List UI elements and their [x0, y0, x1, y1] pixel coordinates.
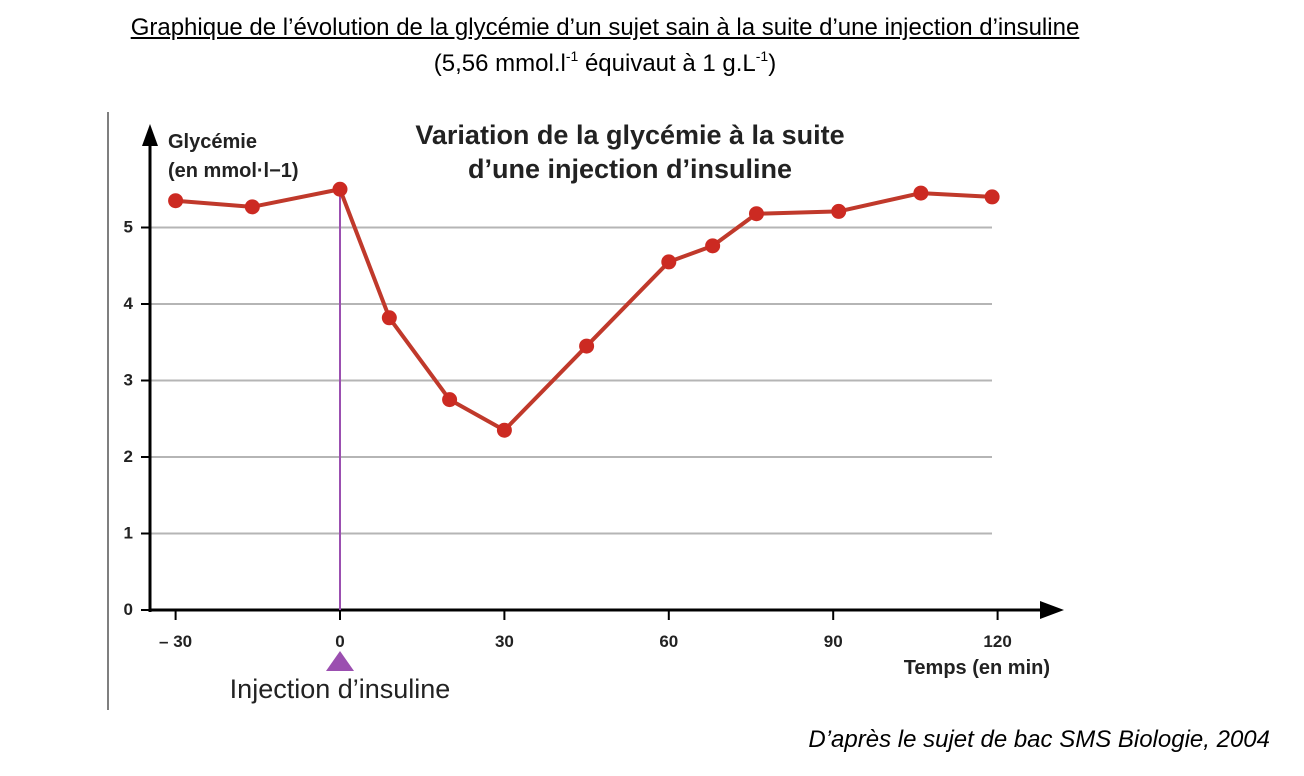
x-tick-label--30: – 30 [159, 632, 192, 651]
x-tick-label-90: 90 [824, 632, 843, 651]
chart-title-line-2: d’une injection d’insuline [468, 154, 792, 184]
data-point-4 [442, 392, 458, 408]
series-glycemia [168, 181, 1000, 438]
subtitle-exponent-1: -1 [565, 48, 579, 64]
y-tick-label-5: 5 [124, 218, 133, 237]
y-tick-label-2: 2 [124, 447, 133, 466]
document-title: Graphique de l’évolution de la glycémie … [130, 14, 1080, 41]
data-point-9 [748, 206, 764, 222]
x-axis-arrow [1040, 601, 1064, 619]
y-tick-label-3: 3 [124, 371, 133, 390]
series-line [175, 187, 993, 433]
injection-triangle-marker [326, 651, 354, 671]
data-point-0 [168, 193, 184, 209]
data-point-12 [984, 189, 1000, 205]
document-subtitle: (5,56 mmol.l-1 équivaut à 1 g.L-1) [0, 48, 1210, 78]
data-point-7 [661, 254, 677, 270]
x-ticks: – 30 0 30 60 90 120 [159, 610, 1012, 651]
subtitle-part-2: équivaut à 1 g.L [578, 50, 756, 77]
data-point-5 [496, 422, 512, 438]
y-ticks: 0 1 2 3 4 5 [124, 218, 150, 619]
x-axis-label: Temps (en min) [904, 657, 1050, 679]
injection-label: Injection d’insuline [230, 674, 451, 704]
source-citation: D’après le sujet de bac SMS Biologie, 20… [808, 726, 1270, 753]
x-tick-label-120: 120 [983, 632, 1011, 651]
data-point-8 [705, 238, 721, 254]
y-axis-label-line-2: (en mmol·l−1) [168, 160, 299, 182]
data-point-3 [381, 310, 397, 326]
injection-annotation: Injection d’insuline [230, 189, 451, 704]
x-tick-label-0: 0 [335, 632, 344, 651]
data-point-10 [831, 203, 847, 219]
data-point-11 [913, 185, 929, 201]
subtitle-exponent-2: -1 [755, 48, 769, 64]
data-point-1 [244, 199, 260, 215]
data-point-6 [579, 338, 595, 354]
subtitle-part-1: (5,56 mmol.l [433, 50, 566, 77]
y-axis-arrow [142, 124, 158, 146]
subtitle-part-3: ) [768, 50, 777, 77]
x-tick-label-60: 60 [659, 632, 678, 651]
data-point-2 [332, 181, 348, 197]
x-tick-label-30: 30 [495, 632, 514, 651]
grid-lines [150, 226, 992, 535]
y-tick-label-1: 1 [124, 524, 133, 543]
y-tick-label-4: 4 [124, 294, 134, 313]
chart-title-line-1: Variation de la glycémie à la suite [415, 120, 844, 150]
y-axis-label-line-1: Glycémie [168, 131, 257, 153]
y-tick-label-0: 0 [124, 600, 133, 619]
